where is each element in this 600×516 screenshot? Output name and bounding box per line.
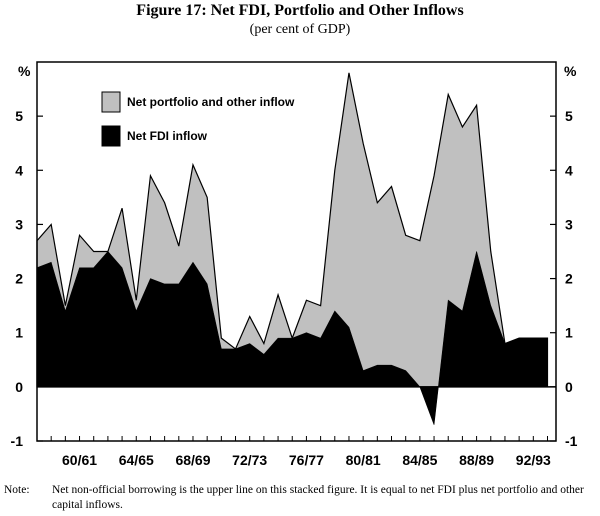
- y-tick-label-right: 3: [565, 216, 573, 232]
- y-tick-label-left: 1: [15, 325, 23, 341]
- y-tick-label-left: 5: [15, 108, 23, 124]
- x-tick-label: 92/93: [516, 452, 551, 468]
- footnote-label: Note:: [4, 484, 30, 496]
- footnote-text: Net non-official borrowing is the upper …: [52, 484, 584, 511]
- y-tick-label-right: 5: [565, 108, 573, 124]
- chart-areas: [36, 72, 549, 425]
- chart-svg: -1 0 1 2 3 4 5 -1 0 1 2 3 4 5 60/61 64/65 68/69 72/73 76…: [11, 61, 578, 468]
- x-axis: 60/61 64/65 68/69 72/73 76/77 80/81 84/85 88/89…: [36, 436, 551, 468]
- y-axis-right-unit: %: [564, 63, 577, 79]
- y-axis-right: -1 0 1 2 3 4 5: [550, 108, 578, 449]
- y-tick-label-right: 0: [565, 379, 573, 395]
- y-tick-label-right: 2: [565, 271, 573, 287]
- legend-label-0: Net portfolio and other inflow: [127, 95, 295, 109]
- area-series-1: [36, 251, 548, 425]
- y-axis-left: -1 0 1 2 3 4 5: [11, 108, 43, 449]
- legend-swatch-1: [101, 125, 121, 147]
- y-tick-label-left: 3: [15, 216, 23, 232]
- y-tick-label-left: 2: [15, 271, 23, 287]
- x-tick-label: 80/81: [346, 452, 381, 468]
- plot-frame: [36, 61, 557, 442]
- y-tick-label-right: -1: [565, 433, 578, 449]
- legend: Net portfolio and other inflow Net FDI in…: [101, 91, 295, 147]
- y-tick-label-right: 1: [565, 325, 573, 341]
- y-tick-label-right: 4: [565, 162, 573, 178]
- x-tick-label: 60/61: [62, 452, 97, 468]
- y-axis-left-unit: %: [18, 63, 31, 79]
- x-tick-label: 84/85: [402, 452, 437, 468]
- legend-swatch-0: [101, 91, 121, 113]
- x-tick-label: 76/77: [289, 452, 324, 468]
- chart-subtitle: (per cent of GDP): [249, 22, 351, 37]
- x-tick-label: 72/73: [232, 452, 267, 468]
- x-tick-label: 64/65: [119, 452, 154, 468]
- x-tick-label: 88/89: [459, 452, 494, 468]
- y-tick-label-left: 4: [15, 162, 23, 178]
- legend-label-1: Net FDI inflow: [127, 129, 208, 143]
- y-tick-label-left: 0: [15, 379, 23, 395]
- x-tick-label: 68/69: [175, 452, 210, 468]
- chart-title: Figure 17: Net FDI, Portfolio and Other …: [136, 2, 464, 19]
- y-tick-label-left: -1: [11, 433, 24, 449]
